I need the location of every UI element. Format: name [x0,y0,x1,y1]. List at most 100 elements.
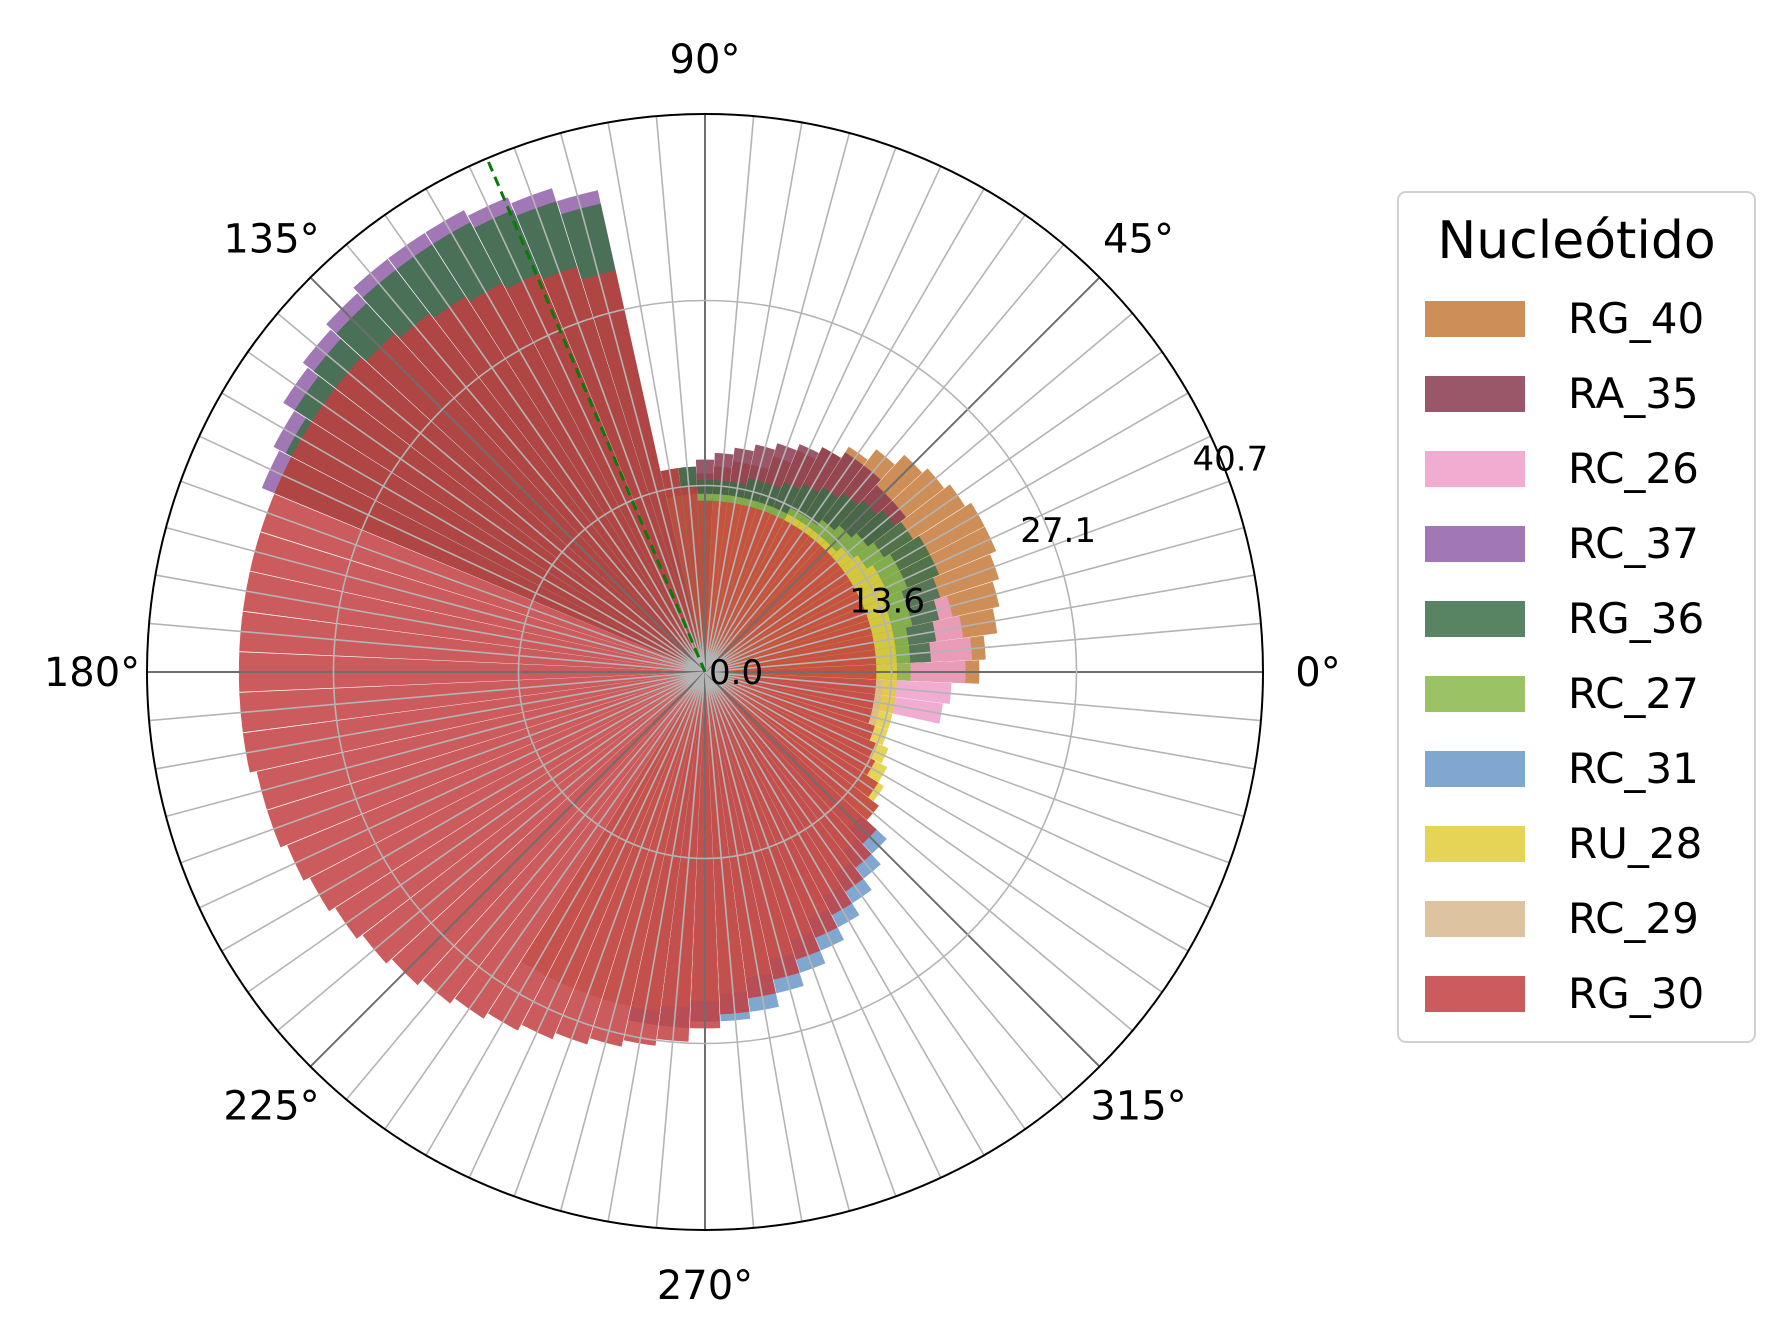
bar-RG_30-115 [505,273,705,672]
spoke-195 [165,671,706,818]
legend: Nucleótido RG_40 RA_35 RC_26 RC_37 RG_36 RC_27… [1397,191,1756,1043]
bar-RG_30-125 [434,296,705,672]
bar-RG_30-295 [705,672,838,938]
spoke-200 [180,671,706,864]
radial-tick-13.6: 13.6 [849,582,925,622]
bar-RG_30-215 [335,672,705,939]
spoke-65 [704,165,942,673]
bar-RG_30-170 [242,571,705,672]
grid-layer [146,113,1264,1231]
bar-RG_30-340 [705,672,875,741]
spoke-210 [221,671,706,952]
bar-RG_30-175 [239,611,706,672]
legend-label-RA_35: RA_35 [1568,369,1699,418]
spoke-30 [704,392,1189,673]
legend-swatch-RA_35 [1425,376,1525,412]
spoke-320 [704,671,1134,1032]
series-RG_30 [238,266,879,1047]
bar-RG_30-345 [705,672,873,724]
legend-label-RC_29: RC_29 [1568,894,1699,943]
spoke-235 [384,671,706,1130]
spoke-75 [704,132,851,673]
angle-tick-180: 180° [44,650,140,696]
angle-tick-135: 135° [223,217,319,263]
spoke-265 [655,671,706,1228]
bar-RG_30-245 [521,672,705,1040]
spoke-5 [704,622,1261,673]
spoke-45 [704,276,1101,673]
bar-RG_30-185 [239,672,706,733]
legend-swatch-RG_36 [1425,601,1525,637]
legend-label-RG_36: RG_36 [1568,594,1704,643]
bar-RG_30-220 [362,672,705,964]
bar-RG_30-350 [705,672,875,709]
spoke-100 [607,122,706,673]
bar-RG_30-285 [705,672,800,980]
spoke-70 [704,147,897,673]
bar-RG_30-105 [581,270,705,672]
bar-RG_30-15 [705,620,873,672]
bar-RG_30-155 [274,457,705,672]
bar-RG_30-160 [260,494,705,672]
bar-RG_30-305 [705,672,864,892]
radial-tick-0.0: 0.0 [709,653,763,693]
spoke-345 [704,671,1245,818]
spoke-135 [309,276,706,673]
bar-RG_30-290 [705,672,821,960]
spoke-15 [704,526,1245,673]
bar-RG_30-65 [705,513,784,672]
spoke-315 [704,671,1101,1068]
legend-label-RC_37: RC_37 [1568,519,1699,568]
legend-label-RC_31: RC_31 [1568,744,1699,793]
spoke-350 [704,671,1255,770]
bar-RG_30-140 [335,357,705,672]
bar-RG_30-210 [309,672,705,912]
spoke-290 [704,671,897,1197]
bar-RG_30-165 [250,532,705,672]
legend-swatch-RC_37 [1425,526,1525,562]
bar-RG_30-235 [454,672,705,1019]
spoke-245 [468,671,706,1179]
spoke-340 [704,671,1230,864]
bar-RG_30-200 [267,672,705,848]
bar-RG_30-10 [705,635,875,672]
spoke-130 [345,243,706,673]
bar-RG_30-335 [705,672,876,758]
spoke-170 [155,574,706,673]
spoke-55 [704,214,1026,673]
spoke-185 [149,671,706,722]
legend-label-RG_40: RG_40 [1568,294,1704,343]
spoke-215 [247,671,706,993]
bar-RG_30-20 [705,606,869,672]
spoke-20 [704,480,1230,673]
spoke-175 [149,622,706,673]
spoke-115 [468,165,706,673]
spoke-225 [309,671,706,1068]
spoke-120 [425,188,706,673]
bar-RG_30-100 [660,468,705,672]
bar-RG_30-190 [242,672,705,773]
spoke-330 [704,671,1189,952]
spoke-140 [276,312,706,673]
spoke-335 [704,671,1212,909]
legend-swatch-RG_40 [1425,301,1525,337]
spoke-85 [704,116,755,673]
bar-RG_30-60 [705,520,797,672]
spoke-125 [384,214,706,673]
legend-swatch-RC_26 [1425,451,1525,487]
spoke-280 [704,671,803,1222]
bar-RG_30-95 [681,487,705,672]
spoke-240 [425,671,706,1156]
spoke-230 [345,671,706,1101]
spoke-105 [559,132,706,673]
bar-RG_30-70 [705,508,771,672]
grid-circle-27.1 [332,299,1078,1045]
angle-tick-0: 0° [1295,650,1340,696]
bar-RG_30-240 [488,672,705,1031]
spoke-40 [704,312,1134,673]
spoke-155 [198,435,706,673]
angle-tick-45: 45° [1103,217,1174,263]
bar-RG_30-280 [705,672,776,999]
bar-RG_30-85 [705,500,728,672]
spoke-145 [247,351,706,673]
